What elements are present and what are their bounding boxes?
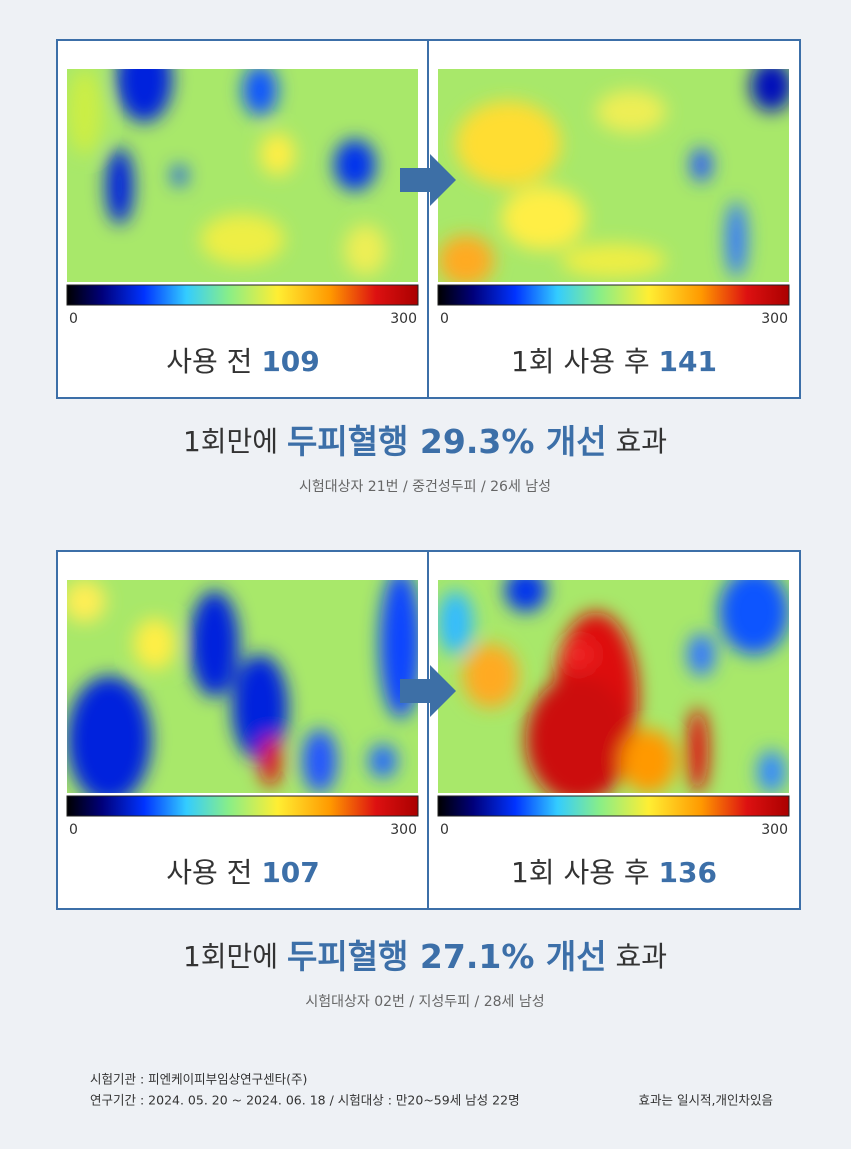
heat-blob — [687, 633, 716, 676]
arrow — [400, 665, 456, 717]
disclaimer: 효과는 일시적,개인차있음 — [639, 1093, 773, 1108]
heatmap-blobs — [438, 580, 789, 793]
caption-value: 136 — [659, 856, 717, 889]
heat-blob — [172, 164, 187, 187]
caption-label: 1회 사용 후 — [511, 856, 650, 889]
heat-blob — [438, 590, 474, 655]
color-scale — [66, 795, 419, 817]
footer-line: 연구기간 : 2024. 05. 20 ~ 2024. 06. 18 / 시험대… — [90, 1093, 520, 1108]
heat-blob — [725, 201, 747, 278]
heat-blob — [189, 590, 239, 698]
heat-blob — [501, 186, 586, 251]
headline-highlight: 두피혈행 27.1% 개선 — [287, 937, 607, 976]
heatmap — [438, 580, 789, 793]
heat-blob — [687, 707, 709, 793]
heat-blob — [455, 100, 561, 187]
scale-min: 0 — [440, 311, 449, 327]
caption-label: 1회 사용 후 — [511, 345, 650, 378]
heat-blob — [620, 729, 677, 793]
heat-blob — [690, 147, 712, 182]
heatmap-blobs — [67, 69, 387, 276]
footer-line: 시험기관 : 피엔케이피부임상연구센타(주) — [90, 1072, 307, 1087]
heat-blob — [231, 654, 289, 762]
heat-blob — [344, 224, 387, 276]
caption-label: 사용 전 — [166, 856, 252, 889]
heat-blob — [133, 618, 176, 670]
heat-blob — [718, 580, 789, 655]
scale-max: 300 — [390, 822, 417, 838]
panel-caption: 1회 사용 후 141 — [511, 345, 717, 378]
arrow — [400, 154, 456, 206]
comparison: 0 300 사용 전 109 0 300 1회 사용 후 141 1회만에 두피혈행 29.… — [56, 39, 801, 495]
color-scale — [437, 284, 790, 306]
scale-min: 0 — [440, 822, 449, 838]
heat-blob — [200, 213, 285, 265]
comparison: 0 300 사용 전 107 0 300 1회 사용 후 136 1회만에 두피혈행 27.… — [56, 550, 801, 1010]
color-scale — [66, 284, 419, 306]
heatmap — [438, 69, 789, 282]
heat-blob — [368, 744, 397, 779]
heat-blob — [750, 69, 789, 112]
heat-blob — [105, 147, 134, 225]
caption-value: 141 — [659, 345, 717, 378]
heat-blob — [438, 235, 495, 282]
heat-blob — [67, 675, 152, 793]
heat-blob — [333, 139, 376, 191]
scale-max: 300 — [390, 311, 417, 327]
headline-tail: 효과 — [616, 940, 668, 973]
heat-blob — [560, 243, 667, 278]
heatmap — [67, 580, 418, 793]
color-scale — [437, 795, 790, 817]
headline-lead: 1회만에 — [183, 940, 278, 973]
headline-highlight: 두피혈행 29.3% 개선 — [287, 422, 607, 461]
caption-value: 109 — [261, 345, 319, 378]
panel-caption: 1회 사용 후 136 — [511, 856, 717, 889]
scale-min: 0 — [69, 822, 78, 838]
scale-min: 0 — [69, 311, 78, 327]
caption-label: 사용 전 — [166, 345, 252, 378]
panel-caption: 사용 전 109 — [166, 345, 320, 378]
heat-blob — [116, 69, 173, 123]
headline-lead: 1회만에 — [183, 425, 278, 458]
heat-blob — [504, 580, 547, 612]
heatmap-blobs — [438, 69, 789, 282]
heat-blob — [560, 637, 596, 672]
subject-note: 시험대상자 21번 / 중건성두피 / 26세 남성 — [299, 479, 551, 495]
headline: 1회만에 두피혈행 29.3% 개선 효과 — [183, 422, 667, 461]
heat-blob — [260, 735, 282, 787]
caption-value: 107 — [261, 856, 319, 889]
heatmap-blobs — [67, 580, 418, 793]
heat-blob — [260, 132, 296, 176]
heat-blob — [757, 750, 786, 793]
headline: 1회만에 두피혈행 27.1% 개선 효과 — [183, 937, 667, 976]
heat-blob — [462, 643, 519, 708]
heat-blob — [67, 580, 106, 623]
headline-tail: 효과 — [616, 425, 668, 458]
heat-blob — [595, 90, 667, 133]
scale-max: 300 — [761, 822, 788, 838]
scale-max: 300 — [761, 311, 788, 327]
heat-blob — [525, 675, 632, 793]
heat-blob — [67, 69, 103, 155]
panel-caption: 사용 전 107 — [166, 856, 320, 889]
subject-note: 시험대상자 02번 / 지성두피 / 28세 남성 — [305, 994, 544, 1010]
heat-blob — [302, 729, 338, 793]
heat-blob — [242, 69, 278, 116]
heatmap — [67, 69, 418, 282]
